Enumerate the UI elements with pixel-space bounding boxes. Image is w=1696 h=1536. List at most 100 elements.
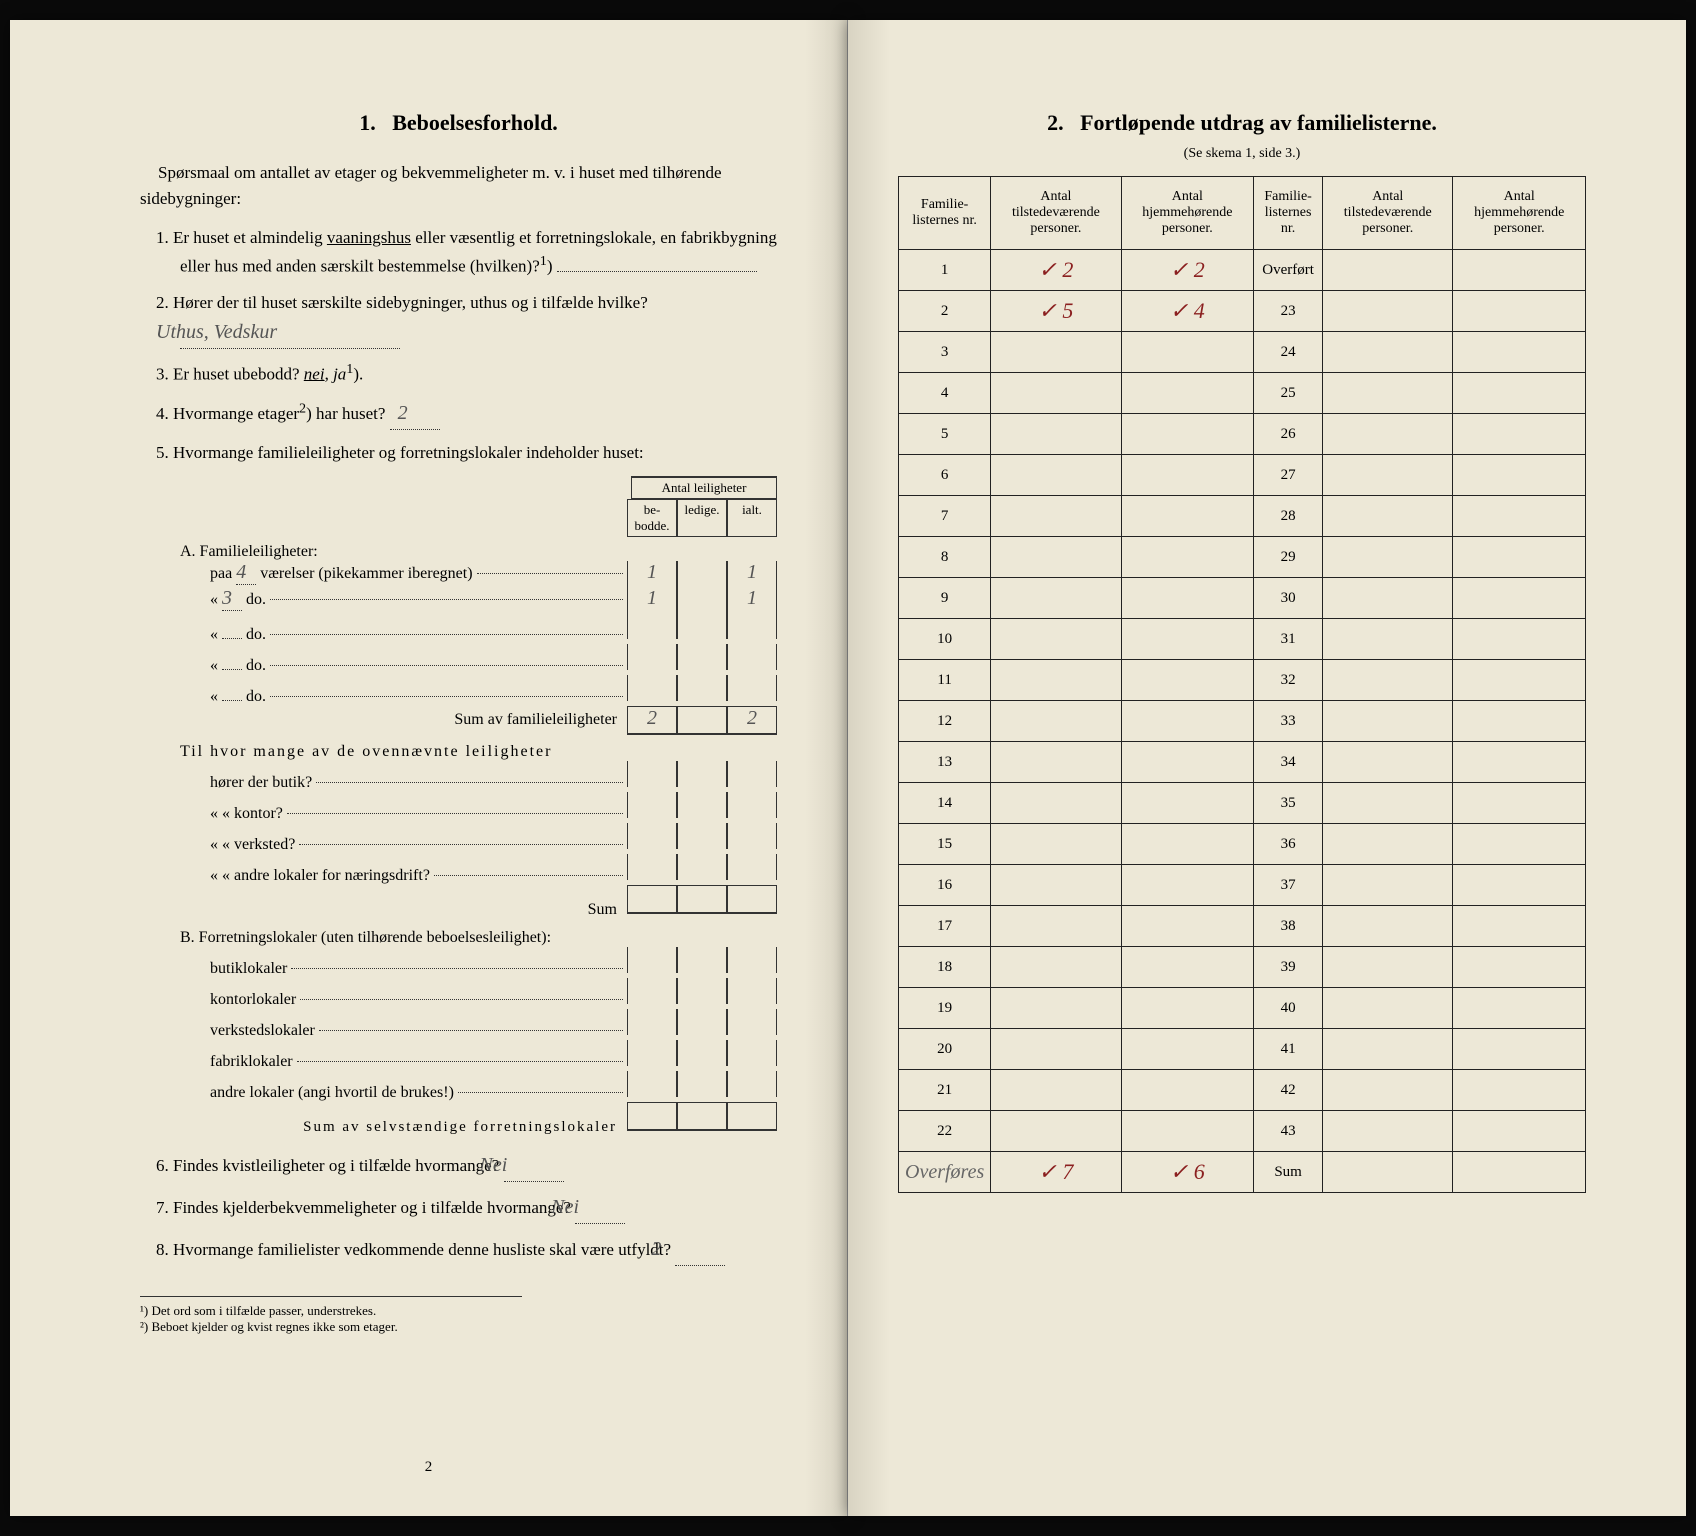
sum2-c2 (677, 885, 727, 914)
nr-cell: 16 (899, 865, 991, 906)
table-header-main: Antal leiligheter (140, 476, 777, 499)
row-label: verkstedslokaler (210, 1022, 315, 1040)
question-6: 6. Findes kvistleiligheter og i tilfælde… (140, 1150, 777, 1182)
cell-c2 (1121, 619, 1254, 660)
sum-b-label: Sum av selvstændige forretningslokaler (140, 1119, 627, 1136)
cell-c2 (677, 854, 727, 880)
cell (1453, 660, 1586, 701)
cell-c2 (1121, 988, 1254, 1029)
table-row: 6 27 (899, 455, 1586, 496)
cell-c3 (727, 644, 777, 670)
row-label: kontorlokaler (210, 991, 296, 1009)
cell (1453, 291, 1586, 332)
nr-cell: 10 (899, 619, 991, 660)
cell-c1 (991, 537, 1121, 578)
nr-cell: 35 (1254, 783, 1323, 824)
book-spread: 1. Beboelsesforhold. Spørsmaal om antall… (0, 0, 1696, 1536)
cell-c1 (991, 332, 1121, 373)
cell (1323, 660, 1453, 701)
cell (1323, 373, 1453, 414)
row-label: hører der butik? (210, 774, 312, 792)
cell (1453, 988, 1586, 1029)
cell-c1 (991, 742, 1121, 783)
cell (1323, 414, 1453, 455)
nr-cell: 43 (1254, 1111, 1323, 1152)
q4-text: Hvormange etager (173, 404, 299, 423)
cell (1453, 373, 1586, 414)
row-label: andre lokaler (angi hvortil de brukes!) (210, 1084, 454, 1102)
q8-num: 8. (156, 1240, 169, 1259)
th-col3: ialt. (727, 499, 777, 537)
table-row: 1 ✓ 2 ✓ 2 Overført (899, 250, 1586, 291)
nr-cell: 36 (1254, 824, 1323, 865)
q5-num: 5. (156, 443, 169, 462)
nr-cell: 20 (899, 1029, 991, 1070)
section-a-extra-rows: hører der butik? « « kontor? « « verkste… (140, 761, 777, 885)
cell-c1 (627, 761, 677, 787)
q7-text: Findes kjelderbekvemmeligheter og i tilf… (173, 1198, 571, 1217)
cell (1453, 250, 1586, 291)
question-5: 5. Hvormange familieleiligheter og forre… (140, 440, 777, 466)
nr-cell: 30 (1254, 578, 1323, 619)
sum-b-c3 (727, 1102, 777, 1131)
nr-cell: 11 (899, 660, 991, 701)
table-row: 11 32 (899, 660, 1586, 701)
q4-answer: 2 (390, 398, 440, 430)
table-sum-row: Overføres ✓ 7 ✓ 6 Sum (899, 1152, 1586, 1193)
table-row: 14 35 (899, 783, 1586, 824)
cell (1453, 742, 1586, 783)
nr-cell: 31 (1254, 619, 1323, 660)
table-header-row: Familie- listernes nr. Antal tilstedevær… (899, 177, 1586, 250)
q3-num: 3. (156, 364, 169, 383)
section-a-extra-row: hører der butik? (140, 761, 777, 792)
question-4: 4. Hvormange etager2) har huset? 2 (140, 398, 777, 430)
nr-cell: 1 (899, 250, 991, 291)
nr-cell: 2 (899, 291, 991, 332)
nr-cell: 29 (1254, 537, 1323, 578)
section-a-extra-row: « « verksted? (140, 823, 777, 854)
cell-c2 (1121, 701, 1254, 742)
th-col1: be- bodde. (627, 499, 677, 537)
nr-cell: 12 (899, 701, 991, 742)
cell (1453, 1070, 1586, 1111)
cell-c2 (1121, 1070, 1254, 1111)
cell (1453, 701, 1586, 742)
q1-blank (557, 271, 757, 272)
q2-num: 2. (156, 293, 169, 312)
table-body: 1 ✓ 2 ✓ 2 Overført 2 ✓ 5 ✓ 4 23 3 24 4 2… (899, 250, 1586, 1193)
cell-c2 (1121, 742, 1254, 783)
cell-c2 (677, 947, 727, 973)
section-b-row: andre lokaler (angi hvortil de brukes!) (140, 1071, 777, 1102)
nr-cell: 37 (1254, 865, 1323, 906)
q1-sup: 1 (540, 253, 547, 269)
table-row: 19 40 (899, 988, 1586, 1029)
nr-cell: 39 (1254, 947, 1323, 988)
cell (1323, 906, 1453, 947)
q2-text: Hører der til huset særskilte sidebygnin… (173, 293, 648, 312)
cell (1323, 537, 1453, 578)
sum-c1 (1323, 1152, 1453, 1193)
table-row: 16 37 (899, 865, 1586, 906)
table-row: 12 33 (899, 701, 1586, 742)
section-a-row: « do. (140, 613, 777, 644)
cell-c2 (1121, 496, 1254, 537)
nr-cell: 13 (899, 742, 991, 783)
row-label: « « verksted? (210, 836, 295, 854)
cell-c2 (1121, 373, 1254, 414)
q6-num: 6. (156, 1156, 169, 1175)
cell-c2 (1121, 1029, 1254, 1070)
nr-cell: 25 (1254, 373, 1323, 414)
intro-text: Spørsmaal om antallet av etager og bekve… (140, 160, 777, 211)
footnote-2: ²) Beboet kjelder og kvist regnes ikke s… (140, 1319, 522, 1335)
nr-cell: 23 (1254, 291, 1323, 332)
cell (1323, 783, 1453, 824)
nr-cell: 15 (899, 824, 991, 865)
table-row: 20 41 (899, 1029, 1586, 1070)
q3-nei: nei (304, 364, 325, 383)
cell-c3 (727, 854, 777, 880)
section-a-sum: Sum av familieleiligheter 2 2 (140, 706, 777, 735)
table-row: 13 34 (899, 742, 1586, 783)
question-3: 3. Er huset ubebodd? nei, ja1). (140, 359, 777, 388)
cell-c2 (677, 1071, 727, 1097)
cell (1323, 496, 1453, 537)
